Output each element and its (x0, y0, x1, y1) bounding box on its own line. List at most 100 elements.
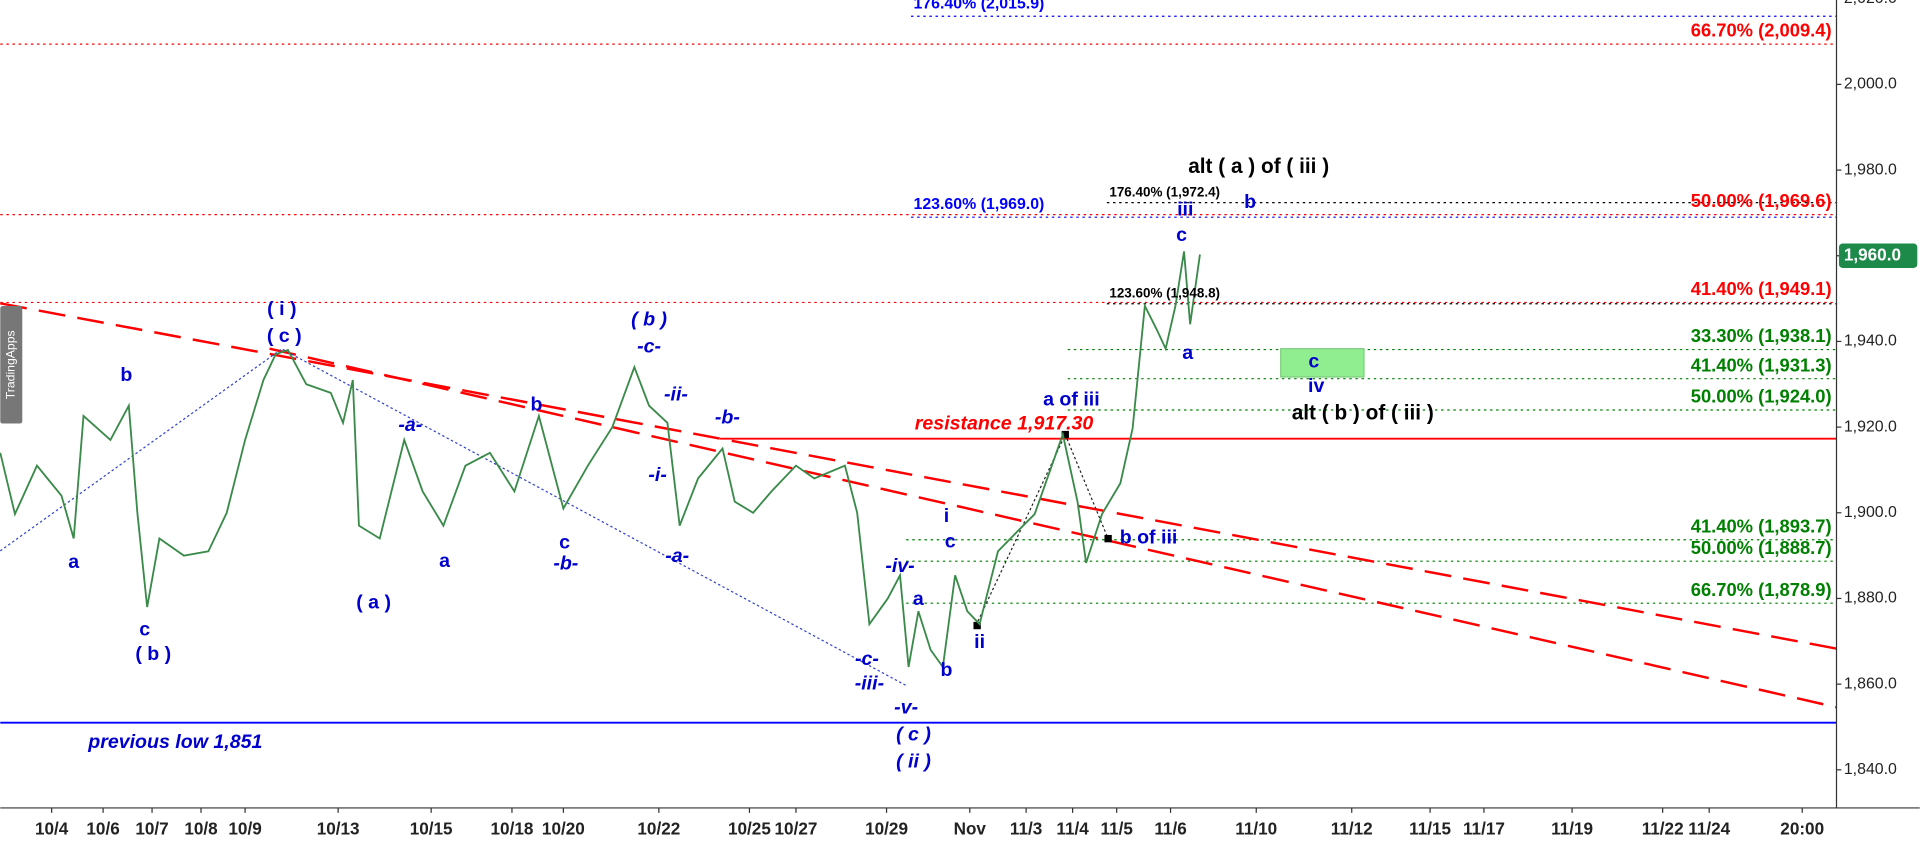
x-tick-label: 10/18 (491, 819, 534, 839)
wave-label: c (945, 531, 956, 553)
x-tick-label: 11/15 (1409, 819, 1451, 839)
wave-label: ( b ) (135, 643, 171, 665)
wave-label: b (941, 659, 953, 681)
wave-label: c (559, 531, 570, 553)
last-price-badge (1838, 243, 1918, 268)
y-tick-label: 1,860.0 (1844, 675, 1897, 692)
wave-label: c (1308, 351, 1319, 373)
x-tick-label: 10/4 (35, 819, 69, 839)
wave-label: -i- (648, 464, 666, 486)
pivot-marker (973, 621, 981, 630)
wave-label: -a- (398, 414, 422, 436)
wave-label: a (1182, 342, 1194, 364)
level-label: 176.40% (1,972.4) (1109, 184, 1220, 199)
wave-label: -b- (553, 552, 578, 574)
wave-label: -iii- (855, 672, 884, 694)
wave-label: ( a ) (356, 591, 391, 613)
x-tick-label: 10/13 (317, 819, 360, 839)
text-layer: 176.40% (2,015.9) 66.70% (2,009.4) 176.40%… (68, 0, 1831, 773)
level-label: 176.40% (2,015.9) (913, 0, 1044, 12)
wave-label: -c- (855, 648, 879, 670)
x-tick-label: 11/10 (1235, 819, 1277, 839)
x-tick-label: 11/4 (1056, 819, 1089, 839)
level-label: 50.00% (1,969.6) (1691, 190, 1832, 211)
x-tick-label: Nov (954, 819, 987, 839)
wave-label: c (1176, 224, 1187, 246)
level-label: 123.60% (1,948.8) (1109, 285, 1220, 300)
level-label: 41.40% (1,893.7) (1691, 515, 1832, 536)
wave-label: -v- (894, 697, 918, 719)
annotation-lines (0, 348, 1112, 687)
wave-label: ( ii ) (896, 751, 931, 773)
wave-label: a (439, 550, 451, 572)
level-label: 50.00% (1,888.7) (1691, 537, 1832, 558)
wave-label: i (944, 505, 949, 527)
y-tick-label: 1,880.0 (1844, 590, 1897, 607)
x-tick-label: 20:00 (1780, 819, 1824, 839)
x-tick-label: 10/25 (728, 819, 771, 839)
wave-label: ( b ) (631, 309, 667, 331)
wave-label: alt ( b ) of ( iii ) (1292, 401, 1434, 424)
y-tick-label: 1,980.0 (1844, 161, 1897, 178)
trendline (269, 347, 1837, 709)
wave-label: ( c ) (896, 724, 931, 746)
price-axis-bg (1836, 0, 1920, 841)
y-tick-label: 1,940.0 (1844, 333, 1897, 350)
wave-label: resistance 1,917.30 (915, 413, 1094, 435)
x-tick-label: 11/24 (1688, 819, 1730, 839)
wave-label: previous low 1,851 (87, 731, 262, 753)
x-tick-label: 10/20 (542, 819, 585, 839)
wave-label: alt ( a ) of ( iii ) (1188, 155, 1329, 178)
price-line (0, 251, 1201, 670)
axis-layer: 1,840.0 1,860.0 1,880.0 1,900.0 1,920.0 1,940… (35, 0, 1918, 839)
wave-label: b (1244, 191, 1256, 213)
y-tick-label: 2,000.0 (1844, 76, 1897, 93)
wave-label: ( c ) (267, 325, 302, 347)
watermark-tab (0, 306, 23, 424)
grid-layer (0, 15, 1837, 724)
target-zone (1280, 348, 1365, 378)
wave-label: iii (1177, 199, 1193, 221)
wave-label: -a- (665, 545, 689, 567)
x-tick-label: 11/5 (1100, 819, 1133, 839)
y-tick-label: 1,920.0 (1844, 418, 1897, 435)
level-label: 41.40% (1,949.1) (1691, 278, 1832, 299)
x-tick-label: 10/29 (865, 819, 908, 839)
x-tick-label: 10/22 (637, 819, 680, 839)
x-tick-label: 11/17 (1463, 819, 1505, 839)
wave-label: -ii- (664, 384, 688, 406)
wave-label: a (68, 551, 80, 573)
x-tick-label: 10/7 (135, 819, 168, 839)
y-tick-label: 2,020.0 (1844, 0, 1897, 7)
wave-label: b (120, 364, 132, 386)
wave-label: a (913, 588, 925, 610)
wave-label: iv (1308, 375, 1324, 397)
level-label: 123.60% (1,969.0) (913, 196, 1044, 213)
watermark: TradingApps (4, 330, 18, 399)
wave-label: ( i ) (267, 298, 296, 320)
pivot-marker (1104, 534, 1112, 543)
last-price-label: 1,960.0 (1844, 244, 1901, 264)
x-tick-label: 10/8 (184, 819, 217, 839)
wave-label: -c- (637, 336, 661, 358)
level-label: 66.70% (1,878.9) (1691, 579, 1832, 600)
x-tick-label: 11/6 (1154, 819, 1186, 839)
wave-label: ii (974, 631, 985, 653)
wave-connector (0, 348, 907, 687)
x-tick-label: 11/3 (1010, 819, 1042, 839)
x-tick-label: 10/15 (410, 819, 453, 839)
wave-label: -b- (715, 407, 740, 429)
wave-label: b of iii (1120, 527, 1178, 549)
y-tick-label: 1,840.0 (1844, 761, 1897, 778)
data-layer (0, 251, 1201, 670)
wave-label: a of iii (1043, 388, 1100, 410)
x-tick-label: 11/12 (1331, 819, 1373, 839)
x-tick-label: 10/6 (86, 819, 119, 839)
x-tick-label: 11/19 (1551, 819, 1593, 839)
pivot-marker (1061, 430, 1069, 439)
x-tick-label: 10/27 (775, 819, 818, 839)
wave-label: -iv- (885, 555, 914, 577)
